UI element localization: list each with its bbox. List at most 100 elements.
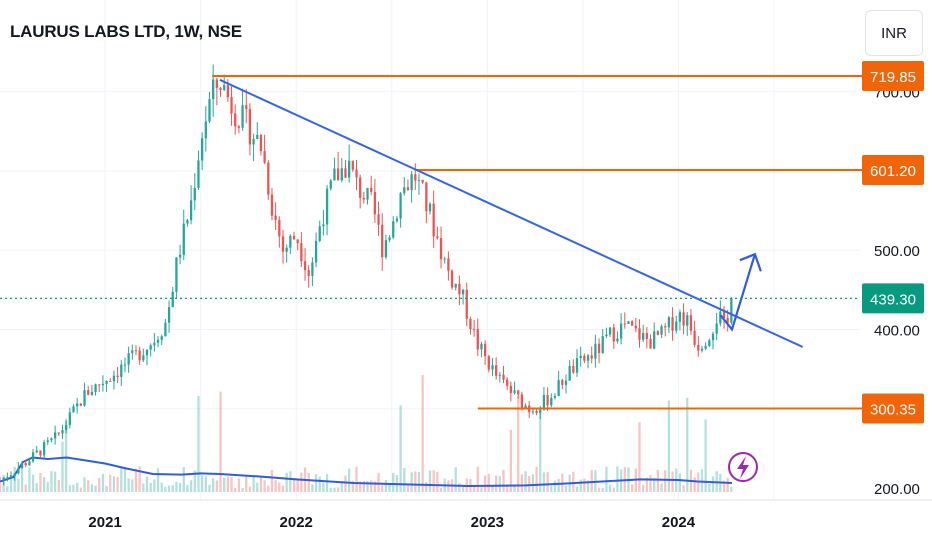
volume-bar	[417, 472, 421, 492]
time-axis-label: 2022	[280, 514, 313, 531]
candle-body	[575, 358, 579, 373]
candle-body	[193, 187, 196, 201]
candle-body	[336, 168, 340, 181]
volume-bar	[274, 480, 277, 492]
candle-body	[105, 380, 108, 384]
candle-body	[697, 344, 700, 351]
candle-body	[362, 197, 365, 200]
volume-bar	[311, 484, 314, 492]
volume-bar	[557, 478, 560, 492]
volume-bar	[410, 472, 413, 492]
volume-bar	[333, 487, 336, 492]
candle-body	[428, 203, 432, 212]
volume-bar	[421, 374, 424, 492]
candle-body	[322, 224, 325, 227]
volume-bar	[509, 429, 512, 492]
candle-body	[524, 405, 527, 409]
volume-bars	[0, 374, 733, 492]
lightning-icon[interactable]	[728, 452, 758, 482]
candle-body	[708, 340, 711, 346]
volume-bar	[572, 471, 575, 492]
candle-body	[715, 323, 718, 334]
volume-bar	[200, 475, 204, 492]
candle-body	[278, 219, 281, 237]
volume-bar	[314, 474, 318, 492]
candle-body	[120, 364, 123, 377]
candle-body	[340, 168, 343, 181]
candle-body	[6, 477, 9, 479]
candle-body	[395, 218, 399, 222]
candle-body	[263, 151, 266, 163]
candle-body	[226, 85, 230, 98]
volume-bar	[42, 477, 46, 492]
candle-body	[458, 283, 461, 295]
candle-body	[35, 450, 38, 453]
volume-bar	[145, 476, 149, 492]
candle-body	[564, 380, 568, 385]
volume-bar	[392, 472, 395, 492]
volume-bar	[219, 391, 222, 492]
volume-bar	[667, 400, 671, 492]
volume-bar	[579, 479, 582, 492]
candle-body	[465, 289, 468, 319]
candle-body	[608, 327, 612, 335]
candle-body	[138, 350, 141, 361]
candle-body	[79, 403, 82, 406]
candle-body	[700, 348, 704, 351]
volume-bar	[57, 480, 60, 492]
volume-bar	[708, 483, 711, 492]
volume-bar	[726, 477, 729, 492]
level-tag	[862, 155, 924, 186]
candle-body	[454, 283, 457, 288]
volume-bar	[138, 466, 141, 492]
candle-body	[256, 134, 259, 139]
candle-body	[259, 134, 263, 152]
volume-bar	[109, 474, 112, 492]
volume-bar	[590, 469, 593, 492]
volume-bar	[388, 484, 391, 492]
candle-body	[443, 258, 446, 260]
candle-body	[447, 258, 450, 271]
candle-body	[274, 215, 277, 220]
volume-bar	[9, 475, 13, 492]
volume-bar	[6, 486, 9, 492]
volume-bar	[583, 478, 586, 492]
time-axis-label: 2021	[88, 514, 121, 531]
volume-bar	[212, 478, 215, 492]
level-tag-label: 300.35	[870, 401, 916, 418]
candle-body	[392, 221, 395, 238]
candle-body	[487, 356, 490, 370]
volume-bar	[476, 466, 479, 492]
candle-body	[252, 138, 255, 145]
volume-bar	[711, 476, 715, 492]
candle-body	[311, 262, 314, 276]
candle-body	[656, 331, 660, 335]
currency-button[interactable]: INR	[865, 10, 923, 56]
volume-bar	[178, 482, 182, 492]
volume-bar	[270, 470, 274, 492]
candle-body	[344, 168, 347, 178]
volume-bar	[671, 471, 674, 492]
volume-bar	[340, 482, 343, 492]
candle-body	[480, 343, 483, 350]
candle-body	[638, 328, 641, 340]
candle-body	[153, 342, 156, 346]
candle-body	[417, 179, 421, 181]
volume-bar	[245, 475, 248, 492]
candle-body	[373, 191, 377, 215]
volume-bar	[355, 466, 358, 492]
candle-body	[101, 383, 105, 386]
volume-bar	[76, 482, 79, 492]
volume-bar	[642, 484, 645, 492]
volume-bar	[31, 474, 35, 492]
candle-body	[483, 343, 487, 357]
volume-bar	[94, 485, 97, 492]
chart-title: LAURUS LABS LTD, 1W, NSE	[10, 22, 242, 41]
candle-body	[722, 311, 726, 318]
volume-bar	[693, 477, 696, 492]
volume-bar	[171, 485, 174, 492]
volume-bar	[616, 466, 619, 492]
volume-bar	[384, 480, 388, 492]
volume-bar	[24, 484, 27, 492]
volume-average-line	[0, 456, 733, 488]
